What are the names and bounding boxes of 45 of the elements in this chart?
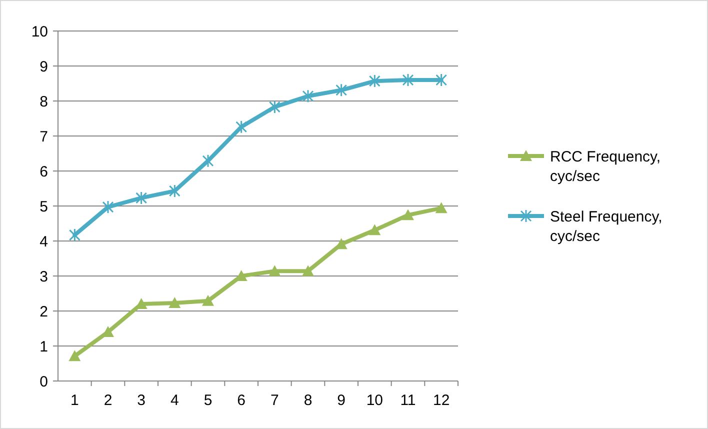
x-tick-label: 9 [337, 392, 346, 409]
x-tick-label: 12 [432, 392, 450, 409]
point [202, 154, 214, 168]
point [336, 83, 348, 97]
y-tick-label: 2 [40, 303, 48, 320]
legend-label: RCC Frequency, cyc/sec [550, 148, 661, 185]
y-tick-label: 7 [40, 128, 48, 146]
x-tick-label: 2 [104, 392, 112, 409]
y-tick-label: 10 [31, 23, 48, 40]
point [402, 209, 414, 220]
y-tick-label: 5 [40, 198, 48, 216]
legend-label: Steel Frequency, cyc/sec [550, 208, 662, 245]
point [302, 265, 314, 276]
point [435, 202, 448, 214]
point [368, 224, 381, 236]
x-tick-label: 6 [237, 392, 246, 409]
point [268, 100, 280, 114]
x-tick-label: 7 [270, 392, 279, 409]
point [436, 73, 448, 87]
point [368, 74, 380, 88]
point [236, 120, 248, 134]
point [168, 184, 180, 198]
x-tick-label: 3 [137, 392, 146, 409]
point [102, 200, 114, 214]
point [302, 89, 314, 103]
point [68, 350, 81, 362]
y-tick-label: 3 [40, 268, 48, 286]
y-tick-label: 1 [40, 338, 48, 356]
point [202, 294, 214, 306]
x-tick-label: 5 [204, 392, 212, 409]
point [136, 191, 148, 205]
point [68, 228, 80, 242]
x-tick-label: 1 [70, 392, 79, 409]
point [402, 73, 414, 87]
x-tick-label: 11 [400, 392, 416, 409]
x-tick-label: 10 [366, 392, 384, 409]
y-tick-label: 4 [40, 233, 48, 250]
point [268, 265, 281, 276]
y-tick-label: 0 [40, 373, 48, 390]
point [168, 296, 181, 308]
y-tick-label: 9 [40, 58, 48, 76]
y-tick-label: 8 [40, 93, 48, 110]
y-tick-label: 6 [40, 163, 48, 180]
x-tick-label: 8 [304, 392, 312, 409]
x-tick-label: 4 [170, 392, 179, 409]
